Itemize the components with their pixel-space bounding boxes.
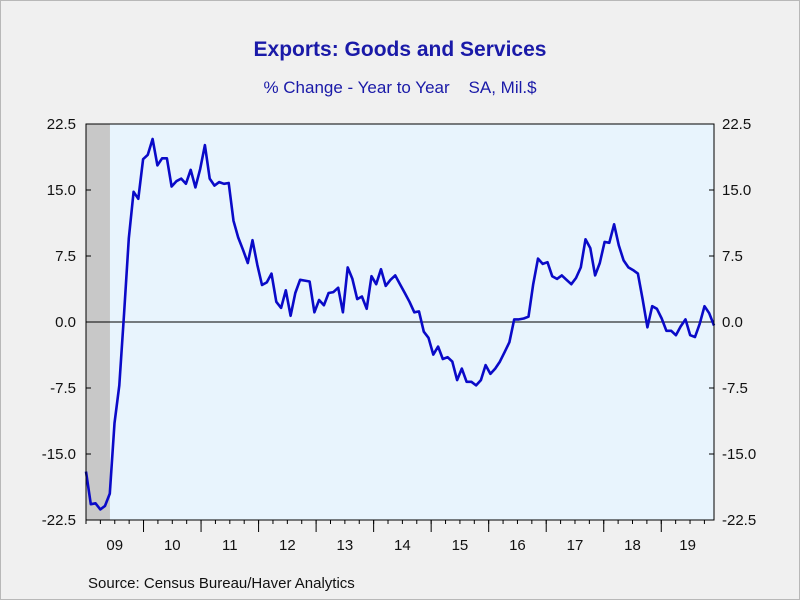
y-tick-label-right: 7.5	[722, 248, 743, 265]
y-tick-label-right: 22.5	[722, 116, 751, 133]
chart-title: Exports: Goods and Services	[253, 38, 547, 61]
y-tick-label-left: 22.5	[47, 116, 76, 133]
y-tick-label-left: -15.0	[42, 446, 76, 463]
y-tick-label-left: -22.5	[42, 512, 76, 529]
x-tick-label: 15	[452, 537, 469, 554]
y-tick-label-right: -15.0	[722, 446, 756, 463]
y-tick-label-right: 0.0	[722, 314, 743, 331]
x-tick-label: 17	[567, 537, 584, 554]
chart-subtitle: % Change - Year to Year SA, Mil.$	[263, 78, 537, 97]
y-tick-label-right: -7.5	[722, 380, 748, 397]
series-line	[84, 137, 716, 511]
x-tick-label: 12	[279, 537, 296, 554]
y-tick-label-right: -22.5	[722, 512, 756, 529]
axis-ticks: 22.5 22.5 15.0 15.0 7.5 7.5 0.0 0.0 -7.5 -7.5 -15.…	[42, 116, 756, 554]
x-tick-label: 10	[164, 537, 181, 554]
y-tick-label-left: -7.5	[50, 380, 76, 397]
source-note: Source: Census Bureau/Haver Analytics	[88, 575, 355, 592]
x-tick-label: 19	[679, 537, 696, 554]
x-tick-label: 16	[509, 537, 526, 554]
y-tick-label-left: 15.0	[47, 182, 76, 199]
x-tick-label: 18	[624, 537, 641, 554]
y-tick-label-left: 7.5	[55, 248, 76, 265]
x-tick-label: 09	[106, 537, 123, 554]
x-tick-label: 13	[337, 537, 354, 554]
y-tick-label-right: 15.0	[722, 182, 751, 199]
x-tick-label: 11	[222, 537, 238, 554]
plot-border	[85, 123, 715, 521]
y-tick-label-left: 0.0	[55, 314, 76, 331]
x-tick-label: 14	[394, 537, 411, 554]
